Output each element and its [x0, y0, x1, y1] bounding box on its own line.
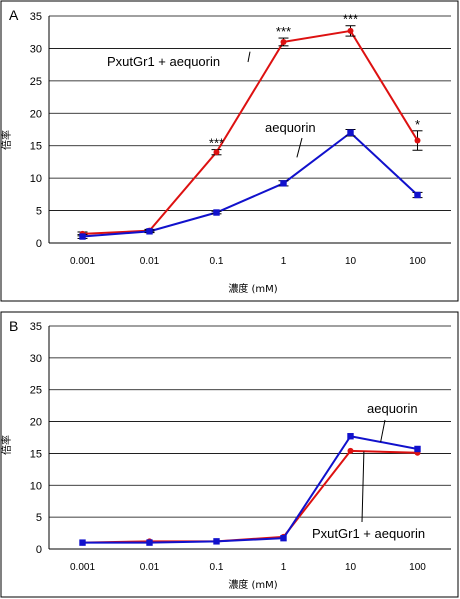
panel-a-series-aequorin-point: [146, 228, 153, 235]
panel-b: B 0 5 10 15 20 25 30 35 0.001 0.01 0.1 1 10 100 aequor…: [0, 311, 459, 598]
panel-a-series-pxutgr1-point: [414, 137, 421, 144]
panel-b-series-aequorin-point: [79, 539, 86, 546]
panel-a-series-pxutgr1-leader-line: [247, 51, 251, 63]
panel-a-series-aequorin-point: [347, 129, 354, 136]
panel-a-series-aequorin-point: [414, 191, 421, 199]
panel-a-series-pxutgr1-significance-label: ***: [343, 12, 358, 27]
panel-a-ylabel: 倍率: [0, 130, 13, 150]
panel-b-series-pxutgr1-label: PxutGr1 + aequorin: [312, 526, 425, 541]
panel-a-y-tick-label: 10: [30, 173, 42, 185]
panel-a-series-aequorin-label: aequorin: [265, 120, 316, 135]
panel-b-series-aequorin-line: [82, 435, 418, 544]
panel-b-series-pxutgr1-leader-line: [361, 451, 365, 523]
panel-b-x-tick-label: 100: [409, 562, 426, 573]
panel-b-series-aequorin-point: [414, 445, 421, 453]
panel-b-frame: [0, 311, 459, 598]
panel-a-y-tick-label: 0: [36, 238, 42, 250]
panel-a-series-pxutgr1-significance-label: *: [415, 117, 420, 132]
panel-b-x-tick-label: 0.001: [70, 562, 95, 573]
panel-b-series-aequorin-point: [280, 534, 287, 542]
panel-b-x-tick-label: 10: [345, 562, 357, 573]
panel-a-series-aequorin-leader-line: [296, 137, 303, 158]
panel-a-series-pxutgr1-point: [347, 27, 354, 34]
panel-a-series-aequorin-point: [213, 209, 220, 216]
panel-b-series-aequorin-point: [347, 433, 354, 440]
panel-b-series-aequorin-point: [146, 539, 153, 546]
panel-b-y-tick-label: 10: [30, 480, 42, 492]
panel-a-series-pxutgr1-significance-label: ***: [209, 136, 224, 151]
panel-a-y-tick-label: 15: [30, 141, 42, 153]
panel-a-series-pxutgr1-label: PxutGr1 + aequorin: [107, 54, 220, 69]
panel-a-y-tick-label: 30: [30, 43, 42, 55]
panel-b-letter: B: [9, 318, 18, 334]
panel-b-xlabel: 濃度 (mM): [228, 578, 277, 591]
panel-b-x-tick-label: 0.01: [140, 562, 160, 573]
panel-b-series-aequorin-label: aequorin: [367, 401, 418, 416]
panel-a-letter: A: [9, 7, 19, 23]
panel-a-x-tick-label: 100: [409, 256, 426, 267]
panel-b-y-tick-label: 5: [36, 512, 42, 524]
panel-b-y-tick-label: 15: [30, 448, 42, 460]
panel-b-y-tick-label: 0: [36, 544, 42, 556]
panel-a-y-tick-label: 20: [30, 108, 42, 120]
panel-a-xlabel: 濃度 (mM): [228, 282, 277, 295]
panel-a-x-tick-label: 0.001: [70, 256, 95, 267]
panel-a-x-tick-label: 1: [281, 256, 287, 267]
panel-b-series-aequorin-point: [213, 538, 220, 545]
panel-b-y-tick-label: 25: [30, 385, 42, 397]
panel-a-frame: [0, 0, 459, 302]
panel-a-y-tick-label: 5: [36, 206, 42, 218]
panel-b-x-tick-label: 0.1: [210, 562, 224, 573]
panel-b-y-tick-label: 20: [30, 417, 42, 429]
panel-b-series-pxutgr1-point: [347, 447, 354, 454]
panel-a-x-tick-label: 0.1: [210, 256, 224, 267]
panel-a-y-tick-label: 25: [30, 76, 42, 88]
panel-b-y-tick-label: 30: [30, 353, 42, 365]
panel-a-series-pxutgr1-point: [280, 38, 287, 45]
panel-a-series-pxutgr1-point: [213, 149, 220, 156]
panel-a-y-tick-label: 35: [30, 11, 42, 23]
panel-b-y-tick-label: 35: [30, 321, 42, 333]
panel-a-x-tick-label: 10: [345, 256, 357, 267]
panel-a-x-tick-label: 0.01: [140, 256, 160, 267]
panel-b-series-aequorin-leader-line: [380, 419, 386, 443]
panel-a-series-pxutgr1-significance-label: ***: [276, 24, 291, 39]
panel-b-x-tick-label: 1: [281, 562, 287, 573]
panel-a-series-aequorin-point: [280, 180, 287, 187]
panel-a-series-aequorin-line: [82, 131, 419, 238]
panel-a-series-aequorin-point: [79, 233, 86, 240]
panel-b-plot: 0 5 10 15 20 25 30 35 0.001 0.01 0.1 1 10 100 aequorin…: [30, 321, 451, 573]
panel-b-ylabel: 倍率: [0, 435, 13, 455]
